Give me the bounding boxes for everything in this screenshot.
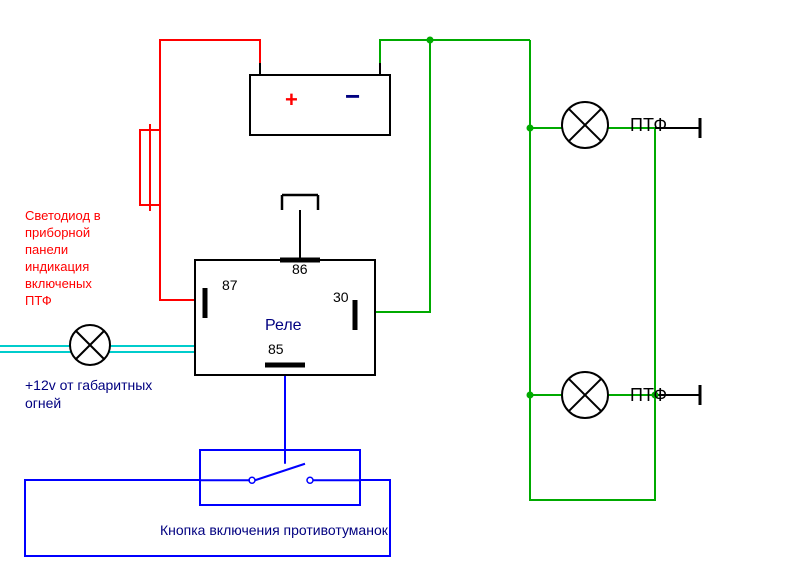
battery-plus: +	[285, 87, 298, 112]
ptf1-label: ПТФ	[630, 115, 667, 135]
led-note-line: индикация	[25, 259, 89, 274]
background	[0, 0, 800, 578]
relay-pin-86: 86	[292, 261, 308, 277]
twelve-v-line: огней	[25, 395, 61, 411]
led-note-line: приборной	[25, 225, 90, 240]
relay-pin-87: 87	[222, 277, 238, 293]
relay-label: Реле	[265, 317, 302, 334]
relay-pin-30: 30	[333, 289, 349, 305]
wiring-diagram: + − Реле 86 87 30 85 ПТФ ПТФ Светодиод в приборной…	[0, 0, 800, 578]
led-note-line: Светодиод в	[25, 208, 101, 223]
led-note-line: панели	[25, 242, 68, 257]
junction	[527, 125, 534, 132]
switch-label: Кнопка включения противотуманок	[160, 522, 389, 538]
junction	[427, 37, 434, 44]
battery-minus: −	[345, 81, 360, 111]
relay-pin-85: 85	[268, 341, 284, 357]
twelve-v-line: +12v от габаритных	[25, 377, 152, 393]
junction	[527, 392, 534, 399]
led-note-line: ПТФ	[25, 293, 52, 308]
ptf2-label: ПТФ	[630, 385, 667, 405]
battery	[250, 75, 390, 135]
switch	[200, 450, 360, 505]
led-note-line: включеных	[25, 276, 92, 291]
